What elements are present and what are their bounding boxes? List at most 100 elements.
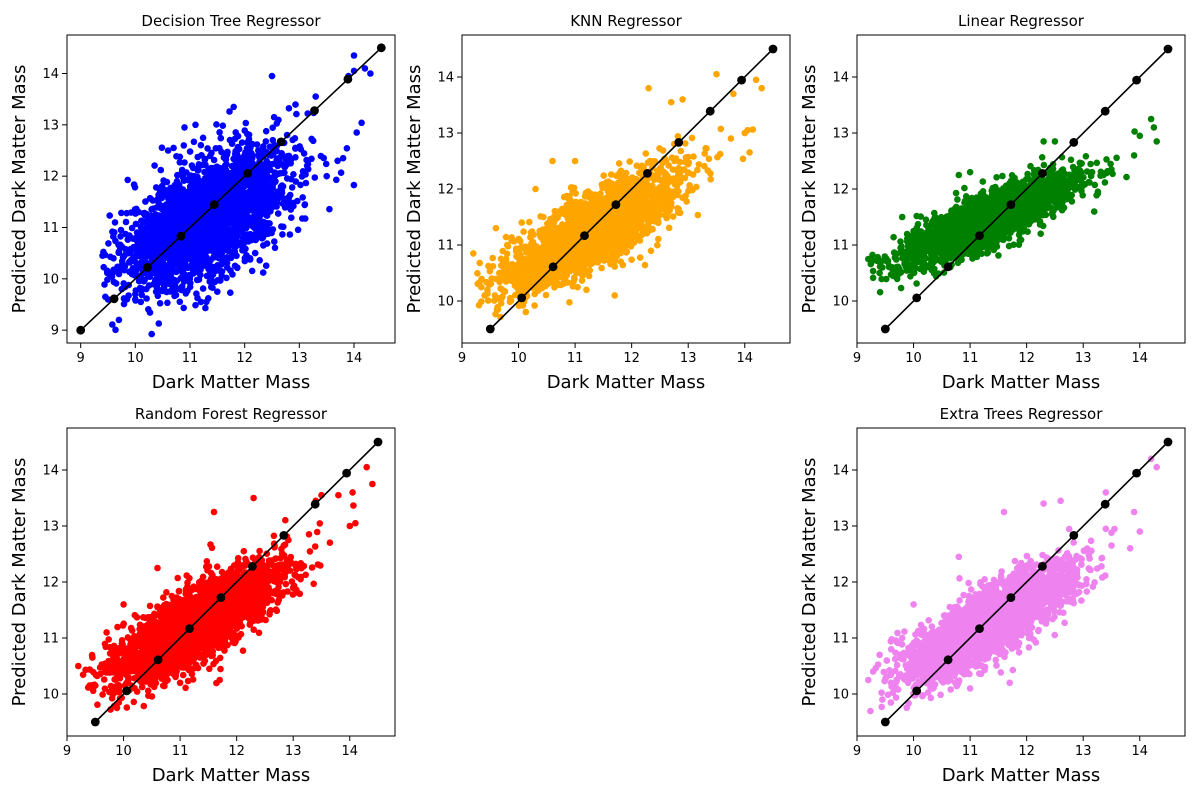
knn-scatter-point (653, 186, 660, 194)
knn-scatter-point (527, 279, 534, 287)
knn-scatter-point (701, 162, 708, 170)
knn-scatter-point (678, 175, 685, 182)
decision-tree-scatter-point (167, 273, 175, 281)
knn-scatter-point (682, 192, 689, 200)
decision-tree-scatter-point (269, 124, 277, 131)
decision-tree-scatter-point (233, 163, 240, 170)
decision-tree-x-tick-label: 13 (291, 351, 308, 366)
knn-scatter-point (489, 263, 497, 270)
decision-tree-scatter-point (121, 263, 129, 270)
knn-scatter-point (684, 169, 691, 176)
decision-tree-scatter-point (176, 298, 184, 306)
decision-tree-scatter-point (234, 132, 242, 140)
knn-scatter-point (665, 162, 672, 169)
decision-tree-reference-marker (343, 74, 353, 84)
decision-tree-scatter-point (237, 227, 244, 235)
decision-tree-scatter-point (115, 270, 123, 278)
knn-scatter-point (669, 213, 677, 220)
decision-tree-scatter-point (286, 200, 294, 207)
knn-scatter-point (515, 302, 523, 310)
decision-tree-y-tick-label: 11 (42, 221, 59, 236)
decision-tree-scatter-point (223, 274, 230, 282)
decision-tree-scatter-point (224, 215, 232, 222)
decision-tree-scatter-point (259, 145, 267, 153)
knn-scatter-point (647, 247, 655, 255)
decision-tree-scatter-point (299, 215, 306, 222)
knn-scatter-point (584, 188, 592, 195)
decision-tree-scatter-point (304, 160, 312, 168)
decision-tree-scatter-point (157, 273, 164, 281)
decision-tree-scatter-point (155, 320, 163, 327)
decision-tree-scatter-point (199, 161, 207, 169)
decision-tree-scatter-point (140, 227, 147, 234)
decision-tree-scatter-point (285, 105, 293, 112)
decision-tree-scatter-point (274, 210, 282, 217)
decision-tree-scatter-point (132, 297, 139, 304)
decision-tree-scatter-point (203, 298, 210, 306)
knn-scatter-point (663, 185, 670, 192)
knn-scatter-point (623, 249, 630, 256)
decision-tree-scatter-point (184, 250, 192, 257)
decision-tree-scatter-point (292, 101, 299, 108)
decision-tree-scatter-point (292, 144, 299, 152)
decision-tree-scatter-point (230, 103, 237, 111)
knn-scatter-point (517, 252, 524, 259)
decision-tree-y-tick-label: 14 (42, 67, 59, 82)
decision-tree-scatter-point (161, 215, 168, 223)
decision-tree-scatter-point (124, 176, 131, 184)
knn-scatter-point (522, 308, 530, 316)
decision-tree-scatter-point (225, 244, 232, 252)
decision-tree-scatter-point (258, 169, 266, 177)
decision-tree-scatter-point (299, 194, 307, 201)
decision-tree-scatter-point (245, 178, 253, 185)
decision-tree-scatter-point (152, 184, 160, 191)
decision-tree-y-tick-label: 9 (51, 324, 59, 339)
decision-tree-scatter-point (246, 254, 254, 262)
decision-tree-scatter-point (219, 122, 227, 129)
decision-tree-scatter-point (256, 257, 264, 264)
decision-tree-scatter-point (234, 264, 241, 272)
decision-tree-scatter-point (245, 188, 252, 196)
decision-tree-scatter-point (334, 157, 341, 165)
decision-tree-scatter-point (281, 169, 288, 176)
decision-tree-scatter-point (117, 233, 124, 240)
decision-tree-scatter-point (173, 285, 180, 293)
knn-scatter-point (705, 155, 713, 163)
decision-tree-scatter-point (107, 273, 114, 280)
decision-tree-scatter-point (263, 212, 270, 219)
decision-tree-scatter-point (157, 166, 165, 174)
decision-tree-scatter-point (137, 261, 144, 268)
decision-tree-scatter-point (269, 184, 277, 192)
decision-tree-scatter-point (137, 298, 145, 306)
decision-tree-scatter-point (279, 231, 286, 238)
decision-tree-x-tick-label: 12 (236, 351, 253, 366)
decision-tree-scatter-point (189, 238, 196, 246)
knn-scatter-point (507, 269, 514, 277)
decision-tree-scatter-point (278, 150, 286, 157)
knn-scatter-point (685, 159, 692, 166)
knn-scatter-point (739, 155, 747, 163)
decision-tree-scatter-point (160, 285, 168, 293)
decision-tree-scatter-point (138, 285, 145, 293)
decision-tree-scatter-point (204, 145, 211, 152)
knn-scatter-point (549, 225, 556, 233)
decision-tree-scatter-point (130, 243, 138, 251)
decision-tree-scatter-point (358, 119, 365, 127)
decision-tree-x-axis-label: Dark Matter Mass (152, 372, 311, 393)
knn-scatter-point (682, 140, 689, 147)
decision-tree-scatter-point (285, 193, 293, 201)
decision-tree-scatter-point (147, 229, 154, 237)
knn-scatter-point (586, 267, 594, 274)
decision-tree-scatter-point (110, 254, 117, 262)
decision-tree-scatter-point (187, 212, 195, 220)
knn-scatter-point (474, 270, 481, 277)
decision-tree-scatter-point (174, 211, 181, 219)
decision-tree-scatter-point (176, 159, 184, 166)
decision-tree-scatter-point (286, 231, 294, 238)
decision-tree-scatter-point (191, 188, 199, 196)
decision-tree-scatter-point (229, 251, 237, 258)
knn-scatter-point (704, 167, 712, 174)
decision-tree-scatter-point (194, 232, 201, 239)
knn-scatter-point (694, 211, 702, 219)
